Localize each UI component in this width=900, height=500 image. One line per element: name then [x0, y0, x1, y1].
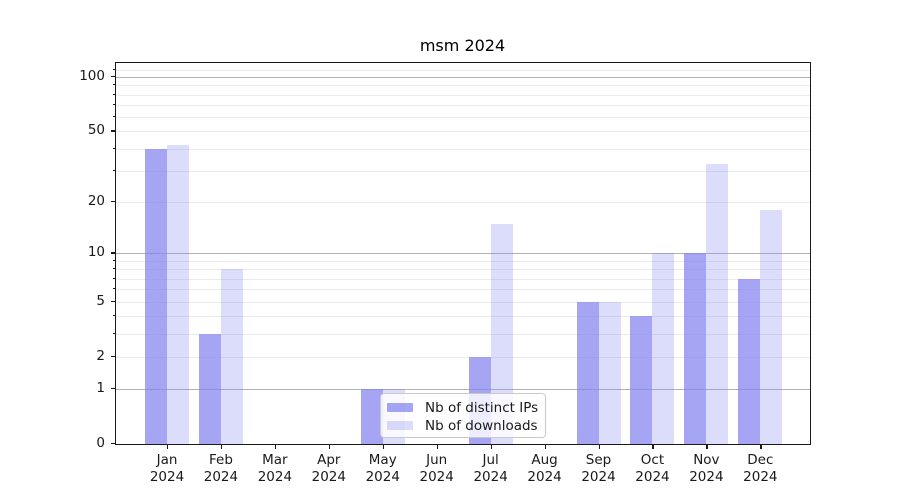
bar-downloads	[706, 163, 729, 444]
y-tick-mark	[111, 200, 115, 203]
bar-downloads	[652, 253, 675, 444]
x-tick-mark	[544, 445, 546, 449]
x-tick-mark	[706, 445, 708, 449]
y-tick-mark	[111, 130, 115, 132]
y-minor-tick-mark	[112, 277, 115, 279]
bar-distinct-ips	[145, 148, 167, 444]
x-tick-label: Oct 2024	[635, 452, 670, 485]
major-gridline	[116, 77, 810, 79]
legend-item-distinct-ips: Nb of distinct IPs	[387, 399, 545, 416]
x-tick-mark	[274, 445, 277, 449]
plot-area: Nb of distinct IPs Nb of downloads	[115, 62, 811, 445]
y-minor-tick-mark	[112, 68, 115, 70]
bar-distinct-ips	[198, 333, 221, 444]
y-minor-tick-mark	[112, 116, 115, 118]
x-tick-label: Apr 2024	[311, 452, 346, 485]
y-tick-label: 0	[96, 435, 105, 451]
x-tick-label: Jun 2024	[419, 452, 454, 485]
minor-gridline	[116, 69, 810, 71]
legend-swatch-distinct-ips	[387, 403, 413, 412]
legend: Nb of distinct IPs Nb of downloads	[380, 393, 546, 438]
y-tick-mark	[111, 252, 115, 254]
bar-distinct-ips	[738, 278, 761, 444]
bar-distinct-ips	[684, 253, 707, 444]
x-tick-label: Nov 2024	[689, 452, 724, 485]
y-tick-label: 50	[87, 122, 105, 139]
minor-gridline	[116, 170, 810, 172]
y-minor-tick-mark	[112, 268, 115, 270]
legend-label-downloads: Nb of downloads	[425, 417, 538, 434]
minor-gridline	[116, 260, 810, 262]
y-minor-tick-mark	[112, 147, 115, 149]
y-tick-mark	[111, 443, 115, 445]
major-gridline	[116, 253, 810, 255]
x-tick-label: Mar 2024	[257, 452, 293, 485]
y-minor-tick-mark	[112, 315, 115, 317]
minor-gridline	[116, 289, 810, 291]
minor-gridline	[116, 316, 810, 318]
major-gridline	[116, 388, 810, 390]
minor-gridline	[116, 117, 810, 119]
y-minor-tick-mark	[112, 259, 115, 261]
bar-downloads	[760, 209, 783, 444]
x-tick-mark	[167, 445, 169, 449]
y-tick-label: 5	[96, 292, 105, 309]
x-tick-mark	[598, 445, 600, 449]
x-tick-label: May 2024	[365, 452, 400, 485]
bar-downloads	[167, 144, 189, 444]
x-tick-label: Jan 2024	[149, 452, 185, 485]
x-tick-mark	[760, 445, 762, 449]
x-tick-mark	[220, 445, 223, 449]
y-tick-mark	[111, 300, 115, 302]
bar-downloads	[598, 301, 621, 444]
minor-gridline	[116, 201, 810, 203]
legend-item-downloads: Nb of downloads	[387, 417, 545, 434]
x-tick-mark	[652, 445, 654, 449]
legend-label-distinct-ips: Nb of distinct IPs	[425, 399, 539, 416]
x-tick-label: Feb 2024	[203, 452, 239, 485]
y-tick-mark	[111, 387, 115, 390]
minor-gridline	[116, 278, 810, 280]
bar-distinct-ips	[576, 301, 599, 444]
y-tick-label: 1	[96, 379, 105, 396]
minor-gridline	[116, 301, 810, 303]
bar-downloads	[220, 269, 243, 444]
legend-swatch-downloads	[387, 421, 413, 430]
minor-gridline	[116, 269, 810, 271]
y-tick-mark	[111, 76, 115, 78]
y-minor-tick-mark	[112, 288, 115, 290]
minor-gridline	[116, 148, 810, 150]
y-minor-tick-mark	[112, 104, 115, 106]
bar-downloads	[490, 223, 513, 444]
minor-gridline	[116, 333, 810, 335]
x-tick-label: Jul 2024	[473, 452, 508, 485]
y-tick-label: 20	[87, 192, 105, 209]
chart-title: msm 2024	[419, 36, 506, 55]
bar-distinct-ips	[360, 388, 383, 444]
y-tick-label: 2	[96, 347, 105, 364]
minor-gridline	[116, 85, 810, 87]
x-tick-mark	[328, 445, 331, 449]
bar-distinct-ips	[630, 316, 653, 444]
x-tick-label: Aug 2024	[527, 452, 562, 485]
minor-gridline	[116, 131, 810, 133]
y-minor-tick-mark	[112, 332, 115, 334]
minor-gridline	[116, 94, 810, 96]
minor-gridline	[116, 105, 810, 107]
x-tick-mark	[490, 445, 492, 449]
x-tick-mark	[436, 445, 438, 449]
x-tick-label: Sep 2024	[581, 452, 616, 485]
y-tick-mark	[111, 355, 115, 357]
y-tick-label: 100	[79, 68, 105, 85]
x-tick-mark	[382, 445, 385, 449]
y-minor-tick-mark	[112, 84, 115, 86]
y-tick-label: 10	[87, 244, 105, 261]
y-minor-tick-mark	[112, 169, 115, 171]
minor-gridline	[116, 356, 810, 358]
x-tick-label: Dec 2024	[743, 452, 778, 485]
y-minor-tick-mark	[112, 93, 115, 95]
